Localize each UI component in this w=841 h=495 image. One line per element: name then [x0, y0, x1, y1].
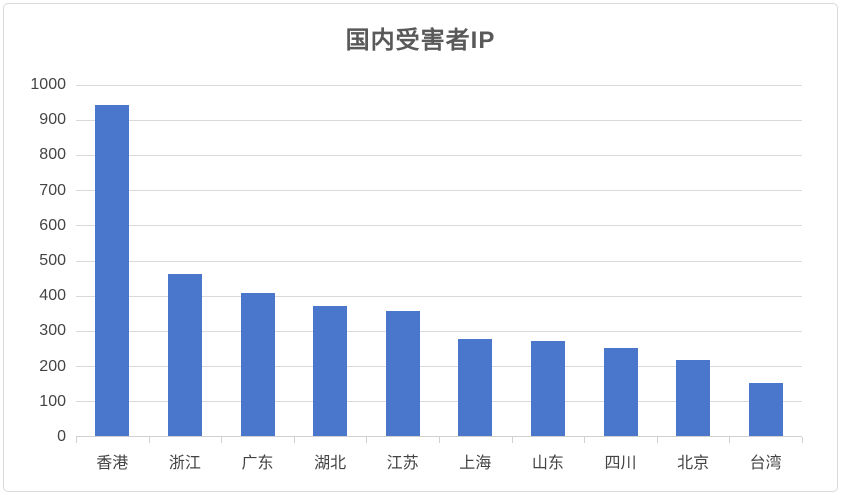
- x-tick-label: 上海: [459, 455, 492, 472]
- gridline: [76, 295, 802, 297]
- x-tick-label: 浙江: [168, 455, 201, 472]
- axis-tick: [221, 437, 223, 443]
- y-tick-label: 400: [39, 287, 66, 305]
- bar-湖北: [313, 305, 348, 436]
- gridline: [76, 225, 802, 227]
- y-axis: 0 100 200 300 400 500 600 700 800 900 1000: [0, 0, 66, 495]
- y-tick-label: 900: [39, 111, 66, 129]
- bar-上海: [458, 339, 493, 436]
- bar-四川: [603, 348, 638, 436]
- axis-tick: [511, 437, 513, 443]
- bar-北京: [676, 360, 711, 436]
- gridline: [76, 154, 802, 156]
- bar-广东: [240, 293, 275, 436]
- x-axis: 香港 浙江 广东 湖北 江苏 上海 山东 四川 北京 台湾: [76, 449, 802, 473]
- y-tick-label: 700: [39, 181, 66, 199]
- chart-title: 国内受害者IP: [345, 27, 496, 54]
- bar-台湾: [748, 383, 783, 436]
- axis-tick: [148, 437, 150, 443]
- x-tick-label: 四川: [604, 455, 637, 472]
- y-tick-label: 1000: [30, 76, 66, 93]
- axis-tick: [439, 437, 440, 443]
- gridline: [76, 119, 802, 121]
- gridline: [76, 401, 802, 403]
- gridline: [76, 366, 802, 368]
- x-tick-label: 台湾: [749, 455, 782, 472]
- y-tick-label: 800: [39, 146, 66, 164]
- axis-tick: [802, 437, 803, 443]
- gridline: [76, 330, 802, 332]
- plot-area: [76, 84, 803, 443]
- bar-江苏: [385, 311, 420, 436]
- bar-山东: [530, 340, 565, 436]
- bar-浙江: [167, 274, 202, 436]
- y-tick-label: 100: [39, 392, 66, 410]
- x-tick-label: 江苏: [386, 455, 419, 472]
- x-axis-line: [76, 436, 802, 437]
- gridline: [76, 190, 802, 192]
- y-tick-label: 200: [39, 357, 66, 375]
- y-tick-label: 300: [39, 322, 66, 340]
- bar-香港: [95, 105, 130, 436]
- x-tick-label: 湖北: [314, 455, 347, 472]
- x-tick-label: 山东: [531, 455, 564, 472]
- axis-tick: [76, 437, 77, 443]
- gridline: [76, 84, 802, 86]
- gridline: [76, 260, 802, 262]
- axis-tick: [366, 437, 368, 443]
- axis-tick: [656, 437, 658, 443]
- axis-tick: [584, 437, 586, 443]
- x-tick-label: 北京: [677, 455, 710, 472]
- y-tick-label: 0: [57, 428, 66, 445]
- x-tick-label: 广东: [241, 455, 274, 472]
- y-tick-label: 500: [39, 252, 66, 269]
- x-tick-label: 香港: [96, 455, 129, 472]
- axis-tick: [729, 437, 731, 443]
- axis-tick: [293, 437, 295, 443]
- y-tick-label: 600: [39, 216, 66, 234]
